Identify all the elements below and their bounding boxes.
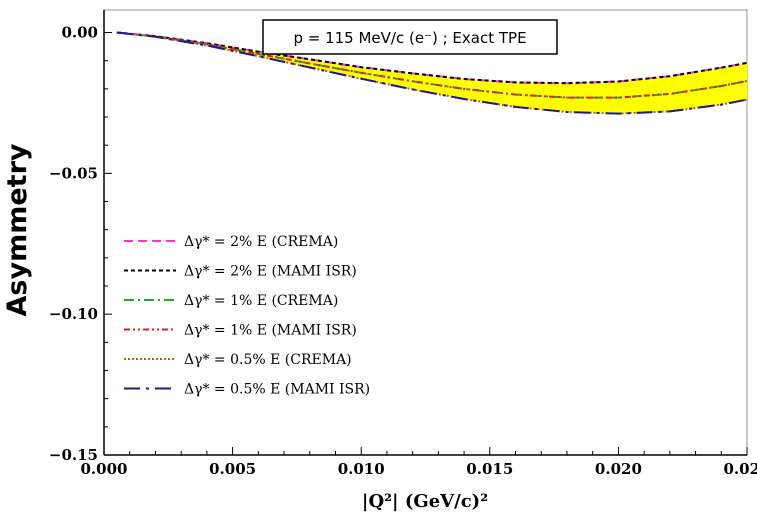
- annotation-frame: [262, 19, 558, 55]
- y-tick-label: −0.05: [49, 164, 98, 182]
- x-axis-label: |Q²| (GeV/c)²: [362, 491, 488, 512]
- legend-label-4: Δγ* = 1% E (MAMI ISR): [184, 323, 357, 339]
- y-tick-label: −0.10: [49, 305, 98, 323]
- uncertainty-band-layer: [116, 32, 747, 114]
- axes-layer: 0.000 0.005 0.010 0.015 0.020 0.025 0.00 −0.05 −…: [49, 10, 757, 478]
- x-tick-label: 0.005: [209, 460, 256, 478]
- legend-label-2: Δγ* = 2% E (MAMI ISR): [184, 264, 357, 280]
- y-tick-label: −0.15: [49, 446, 98, 464]
- x-tick-label: 0.025: [724, 460, 757, 478]
- x-tick-label: 0.015: [466, 460, 513, 478]
- legend-label-5: Δγ* = 0.5% E (CREMA): [184, 352, 352, 368]
- series-line-2: [116, 31, 748, 85]
- y-axis-label: Asymmetry: [2, 143, 33, 316]
- annotation-box: p = 115 MeV/c (e⁻) ; Exact TPE: [262, 19, 558, 55]
- legend-label-1: Δγ* = 2% E (CREMA): [184, 234, 338, 250]
- y-tick-label: 0.00: [61, 24, 98, 42]
- uncertainty-band: [116, 32, 747, 114]
- x-tick-label: 0.020: [595, 460, 642, 478]
- legend-label-6: Δγ* = 0.5% E (MAMI ISR): [184, 382, 370, 398]
- x-tick-label: 0.000: [81, 460, 128, 478]
- series-line-6: [116, 31, 748, 115]
- series-layer: [116, 31, 748, 115]
- legend: Δγ* = 2% E (CREMA) Δγ* = 2% E (MAMI ISR) Δ…: [124, 234, 370, 398]
- legend-label-3: Δγ* = 1% E (CREMA): [184, 293, 338, 309]
- annotation-text: p = 115 MeV/c (e⁻) ; Exact TPE: [293, 29, 526, 47]
- series-line-4: [116, 31, 748, 99]
- x-tick-label: 0.010: [338, 460, 385, 478]
